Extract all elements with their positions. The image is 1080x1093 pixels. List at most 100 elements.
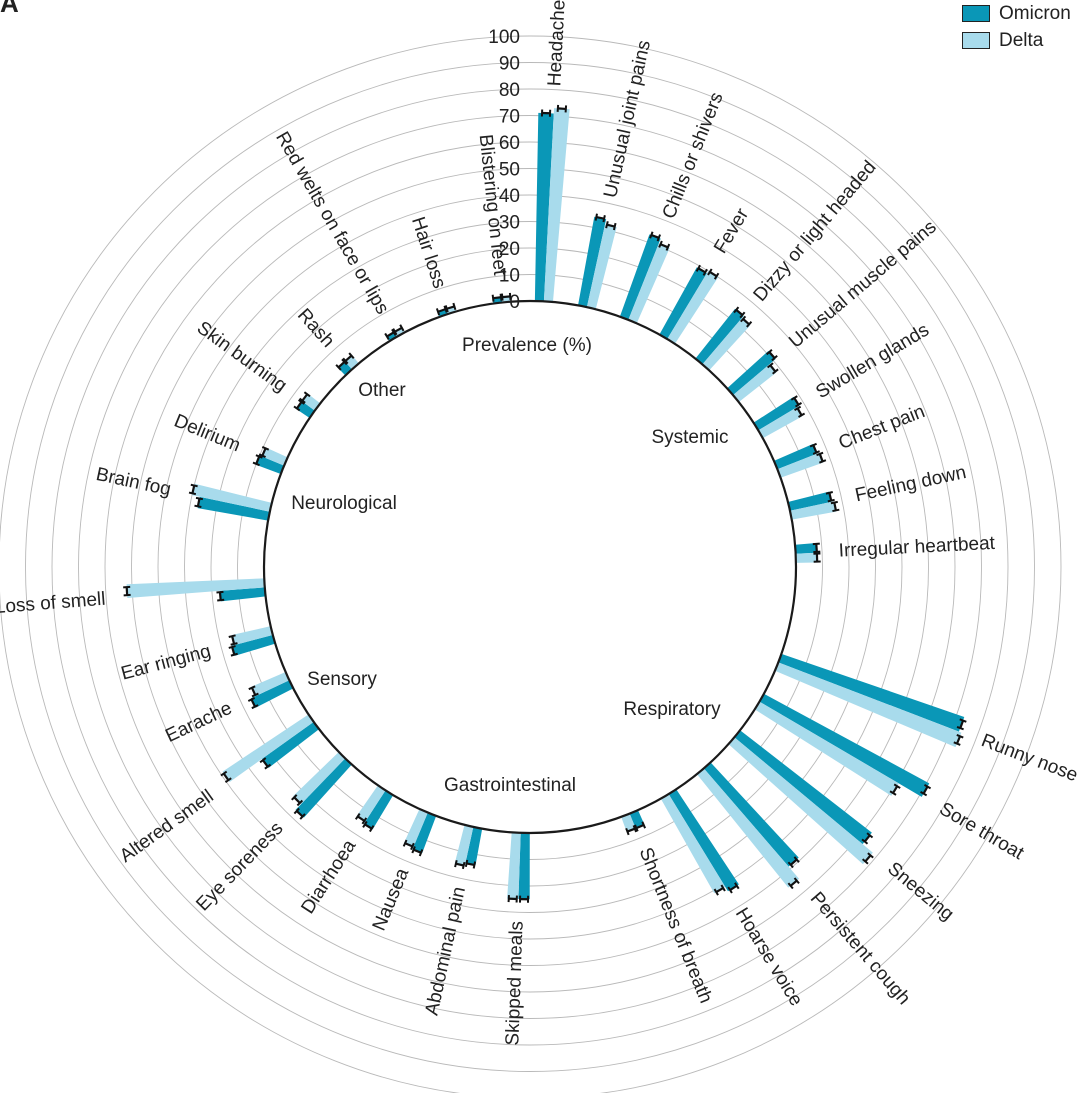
legend-swatch-omicron — [962, 5, 990, 22]
bar-delta-loss-of-smell — [126, 578, 265, 598]
errorbar-omicron-sore-throat — [920, 784, 932, 797]
errorbar-omicron-swollen-glands — [790, 395, 803, 408]
errorbar-omicron-headache — [540, 109, 552, 117]
errorbar-delta-dizzy-or-light-headed — [740, 315, 753, 328]
errorbar-delta-rash — [342, 352, 355, 365]
errorbar-delta-abdominal-pain — [454, 860, 466, 870]
tick-label-80: 80 — [499, 80, 520, 101]
errorbar-delta-sore-throat — [889, 783, 901, 796]
errorbar-omicron-unusual-muscle-pains — [765, 348, 778, 362]
errorbar-omicron-shortness-of-breath — [634, 821, 647, 832]
legend-label-delta: Delta — [999, 29, 1044, 51]
errorbar-omicron-unusual-joint-pains — [594, 213, 606, 223]
bar-omicron-shortness-of-breath — [629, 810, 645, 829]
errorbar-omicron-diarrhoea — [362, 820, 375, 833]
bar-omicron-unusual-muscle-pains — [727, 350, 776, 396]
errorbar-delta-shortness-of-breath — [625, 825, 638, 836]
errorbar-delta-nausea — [402, 839, 415, 851]
label-sneezing: Sneezing — [883, 858, 957, 925]
label-skipped-meals: Skipped meals — [502, 921, 527, 1046]
errorbar-delta-runny-nose — [953, 733, 964, 746]
errorbar-delta-irregular-heartbeat — [813, 552, 821, 563]
bar-omicron-persistent-cough — [703, 762, 799, 867]
tick-label-20: 20 — [499, 239, 520, 260]
bar-delta-headache — [543, 108, 570, 302]
bar-delta-eye-soreness — [293, 751, 346, 805]
errorbar-omicron-feeling-down — [825, 491, 835, 503]
errorbar-omicron-brain-fog — [194, 496, 204, 509]
bar-delta-earache — [251, 672, 290, 697]
radial-axis-ticks: 0 10 20 30 40 50 60 70 80 90 100 — [488, 27, 520, 313]
bar-delta-brain-fog — [192, 483, 272, 512]
bar-omicron-feeling-down — [787, 491, 832, 511]
legend: Omicron Delta — [962, 0, 1071, 54]
bar-omicron-eye-soreness — [295, 758, 352, 818]
tick-label-90: 90 — [499, 54, 520, 75]
bar-delta-runny-nose — [774, 662, 962, 748]
label-persistent-cough: Persistent cough — [806, 888, 914, 1009]
grid-ring-10 — [237, 274, 823, 860]
grid-ring-40 — [157, 194, 903, 940]
errorbar-omicron-chest-pain — [809, 442, 821, 455]
errorbar-delta-chest-pain — [816, 451, 827, 464]
errorbar-delta-unusual-muscle-pains — [766, 362, 779, 375]
bar-delta-persistent-cough — [696, 768, 800, 888]
tick-label-100: 100 — [488, 27, 520, 48]
label-hair-loss: Hair loss — [407, 214, 450, 291]
tick-label-0: 0 — [509, 292, 520, 313]
label-earache: Earache — [162, 698, 235, 747]
bar-omicron-sore-throat — [759, 693, 930, 797]
errorbar-delta-ear-ringing — [228, 634, 238, 646]
bar-delta-swollen-glands — [758, 407, 803, 439]
errorbar-omicron-skin-burning — [293, 399, 305, 412]
errorbar-delta-blistering-on-feet — [500, 292, 512, 301]
bar-omicron-headache — [534, 112, 554, 302]
errorbar-omicron-dizzy-or-light-headed — [733, 306, 746, 319]
errorbar-delta-skipped-meals — [507, 895, 518, 903]
errorbar-delta-altered-smell — [220, 770, 232, 783]
errorbar-delta-hair-loss — [444, 302, 457, 313]
errorbar-delta-hoarse-voice — [713, 884, 726, 896]
label-skin-burning: Skin burning — [193, 317, 291, 396]
tick-label-50: 50 — [499, 160, 520, 181]
errorbar-delta-diarrhoea — [354, 812, 368, 825]
label-irregular-heartbeat: Irregular heartbeat — [838, 533, 996, 562]
grid-ring-20 — [210, 247, 850, 887]
bar-delta-abdominal-pain — [454, 824, 474, 866]
errorbar-delta-skin-burning — [298, 391, 311, 404]
errorbar-delta-loss-of-smell — [123, 585, 131, 597]
errorbar-delta-persistent-cough — [787, 877, 800, 890]
bar-delta-unusual-muscle-pains — [733, 364, 777, 403]
label-unusual-joint-pains: Unusual joint pains — [600, 38, 655, 199]
errorbar-omicron-earache — [247, 697, 259, 710]
errorbar-omicron-sneezing — [861, 832, 874, 845]
errorbar-delta-chills-or-shivers — [658, 240, 671, 251]
bar-omicron-fever — [659, 267, 707, 340]
errorbar-omicron-ear-ringing — [228, 645, 238, 657]
errorbar-delta-earache — [248, 685, 259, 698]
grid-ring-80 — [51, 88, 1009, 1046]
errorbar-omicron-chills-or-shivers — [649, 231, 661, 242]
label-fever: Fever — [710, 204, 753, 257]
tick-label-70: 70 — [499, 107, 520, 128]
bar-omicron-abdominal-pain — [465, 826, 483, 866]
group-label-sensory: Sensory — [307, 669, 377, 690]
label-rash: Rash — [293, 305, 338, 352]
group-label-gastrointestinal: Gastrointestinal — [444, 775, 576, 796]
errorbar-omicron-loss-of-smell — [216, 590, 225, 602]
label-brain-fog: Brain fog — [94, 464, 173, 500]
label-feeling-down: Feeling down — [853, 462, 968, 506]
bar-delta-shortness-of-breath — [621, 813, 636, 832]
bar-delta-chest-pain — [777, 452, 824, 478]
bar-delta-unusual-joint-pains — [586, 224, 617, 310]
label-nausea: Nausea — [369, 865, 414, 934]
errorbar-delta-swollen-glands — [794, 405, 806, 418]
grid-rings — [0, 35, 1062, 1093]
base-circle — [262, 299, 798, 835]
label-altered-smell: Altered smell — [116, 786, 218, 867]
errorbar-delta-brain-fog — [188, 483, 198, 496]
label-loss-of-smell: Loss of smell — [0, 589, 106, 618]
label-swollen-glands: Swollen glands — [812, 320, 932, 404]
label-red-welts-on-face-or-lips: Red welts on face or lips — [271, 128, 393, 318]
errorbar-omicron-altered-smell — [259, 757, 272, 770]
